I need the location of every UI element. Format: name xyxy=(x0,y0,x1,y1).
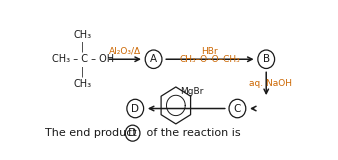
Text: HBr: HBr xyxy=(201,47,218,56)
Text: |: | xyxy=(81,66,84,77)
Text: |: | xyxy=(81,42,84,52)
Text: Al₂O₃/Δ: Al₂O₃/Δ xyxy=(109,46,141,55)
Text: D: D xyxy=(128,128,137,138)
Text: MgBr: MgBr xyxy=(180,87,203,96)
Text: CH₃: CH₃ xyxy=(74,30,92,40)
Text: CH₃–O–O–CH₃: CH₃–O–O–CH₃ xyxy=(179,55,240,64)
Text: of the reaction is: of the reaction is xyxy=(143,128,241,138)
Text: C: C xyxy=(234,104,241,114)
Text: B: B xyxy=(263,54,270,64)
Text: A: A xyxy=(150,54,157,64)
Text: The end product: The end product xyxy=(45,128,140,138)
Text: CH₃ – C – OH: CH₃ – C – OH xyxy=(52,54,114,64)
Text: aq. NaOH: aq. NaOH xyxy=(249,79,292,88)
Text: CH₃: CH₃ xyxy=(74,79,92,89)
Text: D: D xyxy=(131,104,139,114)
